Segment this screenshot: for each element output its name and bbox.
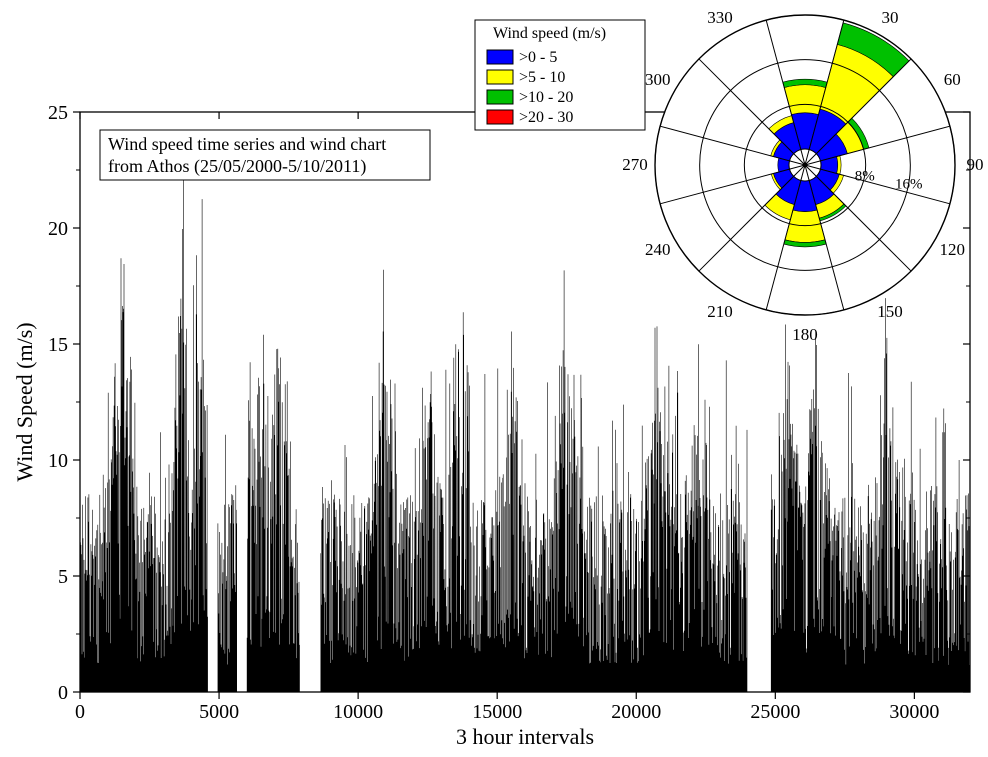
legend-item-label: >0 - 5 (519, 49, 557, 66)
y-tick-label: 25 (48, 102, 68, 124)
rose-ring-label: 8% (855, 169, 875, 185)
x-tick-label: 25000 (750, 701, 800, 723)
legend-title: Wind speed (m/s) (493, 25, 606, 42)
rose-dir-label: 30 (882, 8, 899, 27)
x-tick-label: 20000 (611, 701, 661, 723)
legend-swatch (487, 50, 513, 64)
y-tick-label: 15 (48, 334, 68, 356)
x-tick-label: 0 (75, 701, 85, 723)
caption-line: from Athos (25/05/2000-5/10/2011) (108, 156, 366, 177)
y-axis-label: Wind Speed (m/s) (12, 322, 37, 481)
rose-ring-label: 16% (895, 176, 923, 192)
rose-dir-label: 150 (877, 302, 903, 321)
x-axis-label: 3 hour intervals (456, 724, 594, 749)
legend-swatch (487, 110, 513, 124)
rose-dir-label: 180 (792, 325, 818, 344)
legend-item-label: >10 - 20 (519, 89, 573, 106)
rose-dir-label: 240 (645, 240, 671, 259)
rose-dir-label: 90 (967, 155, 984, 174)
rose-dir-label: 120 (939, 240, 965, 259)
rose-dir-label: 0 (801, 0, 810, 4)
rose-dir-label: 270 (622, 155, 648, 174)
caption-line: Wind speed time series and wind chart (108, 134, 386, 154)
y-tick-label: 10 (48, 450, 68, 472)
legend-swatch (487, 70, 513, 84)
x-tick-label: 10000 (333, 701, 383, 723)
x-tick-label: 30000 (889, 701, 939, 723)
rose-dir-label: 300 (645, 70, 671, 89)
y-tick-label: 20 (48, 218, 68, 240)
legend-swatch (487, 90, 513, 104)
rose-dir-label: 60 (944, 70, 961, 89)
rose-dir-label: 330 (707, 8, 733, 27)
rose-dir-label: 210 (707, 302, 733, 321)
x-tick-label: 5000 (199, 701, 239, 723)
legend: Wind speed (m/s) >0 - 5 >5 - 10 >10 - 20 >20… (475, 20, 645, 130)
y-tick-label: 0 (58, 682, 68, 704)
legend-item-label: >5 - 10 (519, 69, 565, 86)
figure-svg: 0 5000 10000 15000 20000 25000 30000 0 5 10 15 20 25… (0, 0, 988, 757)
x-tick-label: 15000 (472, 701, 522, 723)
legend-item-label: >20 - 30 (519, 109, 573, 126)
y-tick-label: 5 (58, 566, 68, 588)
